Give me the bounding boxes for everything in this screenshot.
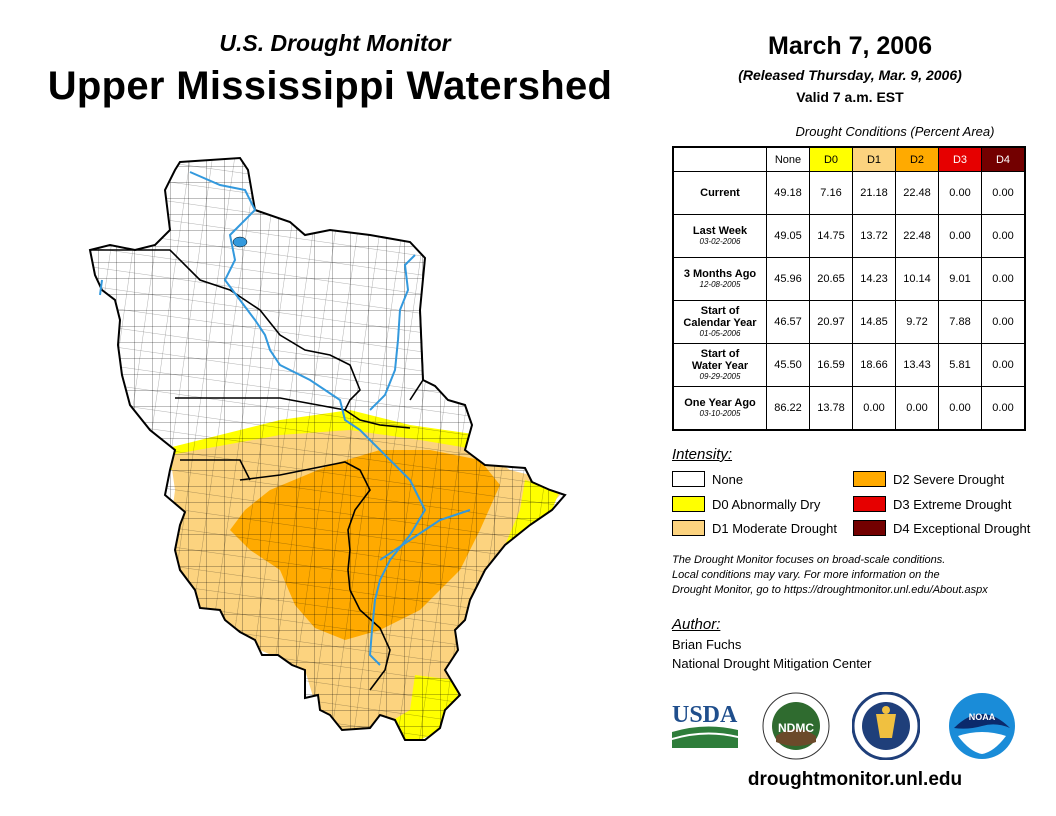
table-row: Start of Water Year 09-29-2005 45.50 16.59… bbox=[672, 343, 1026, 387]
legend-label: D4 Exceptional Drought bbox=[893, 520, 1031, 536]
row-label: Last Week 03-02-2006 bbox=[672, 214, 767, 258]
table-cell: 0.00 bbox=[938, 386, 982, 431]
svg-text:NDMC: NDMC bbox=[778, 721, 814, 735]
commerce-seal-logo bbox=[852, 692, 920, 760]
map-subtitle: U.S. Drought Monitor bbox=[219, 30, 451, 56]
table-cell: 86.22 bbox=[766, 386, 810, 431]
usda-logo: USDA bbox=[672, 702, 738, 748]
drought-conditions-table: None D0 D1 D2 D3 D4 Current 49.18 7.16 2… bbox=[672, 146, 1026, 431]
legend-item-d1: D1 Moderate Drought bbox=[672, 520, 837, 536]
legend-item-d0: D0 Abnormally Dry bbox=[672, 496, 820, 512]
map-date: March 7, 2006 bbox=[768, 32, 932, 60]
table-row: One Year Ago 03-10-2005 86.22 13.78 0.00 … bbox=[672, 386, 1026, 431]
table-corner bbox=[673, 147, 767, 172]
rivers bbox=[99, 171, 471, 666]
note-line: The Drought Monitor focuses on broad-sca… bbox=[672, 554, 946, 566]
note-link[interactable]: Drought Monitor, go to https://droughtmo… bbox=[672, 584, 988, 596]
col-d4: D4 bbox=[981, 146, 1026, 172]
legend-label: D0 Abnormally Dry bbox=[712, 496, 821, 512]
legend-item-none: None bbox=[672, 471, 743, 487]
table-cell: 9.72 bbox=[895, 300, 939, 344]
row-label: Start of Calendar Year 01-05-2006 bbox=[672, 300, 767, 344]
col-d2: D2 bbox=[895, 146, 939, 172]
table-cell: 14.85 bbox=[852, 300, 896, 344]
table-cell: 13.43 bbox=[895, 343, 939, 387]
table-row: 3 Months Ago 12-08-2005 45.96 20.65 14.23… bbox=[672, 257, 1026, 301]
table-cell: 20.97 bbox=[809, 300, 853, 344]
table-cell: 0.00 bbox=[895, 386, 939, 431]
author-org: National Drought Mitigation Center bbox=[672, 656, 872, 671]
table-cell: 0.00 bbox=[981, 300, 1026, 344]
table-cell: 22.48 bbox=[895, 171, 939, 215]
table-cell: 7.16 bbox=[809, 171, 853, 215]
author-name: Brian Fuchs bbox=[672, 637, 742, 652]
table-cell: 0.00 bbox=[981, 343, 1026, 387]
noaa-logo: NOAA bbox=[949, 693, 1015, 759]
table-cell: 14.23 bbox=[852, 257, 896, 301]
map-title: Upper Mississippi Watershed bbox=[47, 64, 613, 108]
legend-swatch bbox=[853, 496, 886, 512]
legend-label: None bbox=[712, 471, 744, 487]
table-cell: 13.72 bbox=[852, 214, 896, 258]
table-cell: 22.48 bbox=[895, 214, 939, 258]
legend-item-d2: D2 Severe Drought bbox=[853, 471, 1004, 487]
table-cell: 45.50 bbox=[766, 343, 810, 387]
legend-label: D3 Extreme Drought bbox=[893, 496, 1012, 512]
ndmc-logo: NDMC bbox=[762, 692, 830, 760]
legend-swatch bbox=[853, 520, 886, 536]
table-cell: 20.65 bbox=[809, 257, 853, 301]
table-cell: 0.00 bbox=[938, 214, 982, 258]
lake bbox=[232, 236, 248, 248]
table-cell: 13.78 bbox=[809, 386, 853, 431]
table-cell: 16.59 bbox=[809, 343, 853, 387]
table-cell: 9.01 bbox=[938, 257, 982, 301]
table-row: Current 49.18 7.16 21.18 22.48 0.00 0.00 bbox=[672, 171, 1026, 215]
legend-swatch bbox=[672, 496, 705, 512]
legend-item-d3: D3 Extreme Drought bbox=[853, 496, 1012, 512]
table-cell: 5.81 bbox=[938, 343, 982, 387]
table-cell: 0.00 bbox=[852, 386, 896, 431]
disclaimer-note: The Drought Monitor focuses on broad-sca… bbox=[672, 553, 1042, 598]
table-cell: 0.00 bbox=[981, 214, 1026, 258]
watershed-map bbox=[88, 156, 567, 741]
svg-text:USDA: USDA bbox=[672, 702, 738, 728]
table-cell: 0.00 bbox=[938, 171, 982, 215]
table-cell: 0.00 bbox=[981, 386, 1026, 431]
table-row: Start of Calendar Year 01-05-2006 46.57 20… bbox=[672, 300, 1026, 344]
table-cell: 49.05 bbox=[766, 214, 810, 258]
table-cell: 0.00 bbox=[981, 257, 1026, 301]
col-d3: D3 bbox=[938, 146, 982, 172]
row-label: 3 Months Ago 12-08-2005 bbox=[672, 257, 767, 301]
legend-label: D2 Severe Drought bbox=[893, 471, 1005, 487]
legend-title: Intensity: bbox=[672, 446, 733, 463]
row-label: Current bbox=[672, 171, 767, 215]
table-cell: 7.88 bbox=[938, 300, 982, 344]
table-cell: 21.18 bbox=[852, 171, 896, 215]
legend-item-d4: D4 Exceptional Drought bbox=[853, 520, 1030, 536]
legend-label: D1 Moderate Drought bbox=[712, 520, 838, 536]
row-label: One Year Ago 03-10-2005 bbox=[672, 386, 767, 431]
legend-swatch bbox=[672, 520, 705, 536]
legend-swatch bbox=[853, 471, 886, 487]
table-cell: 49.18 bbox=[766, 171, 810, 215]
table-cell: 0.00 bbox=[981, 171, 1026, 215]
svg-text:NOAA: NOAA bbox=[969, 712, 996, 722]
author-title: Author: bbox=[672, 616, 721, 633]
table-cell: 45.96 bbox=[766, 257, 810, 301]
col-d0: D0 bbox=[809, 146, 853, 172]
row-label: Start of Water Year 09-29-2005 bbox=[672, 343, 767, 387]
release-date: (Released Thursday, Mar. 9, 2006) bbox=[738, 67, 962, 83]
table-cell: 10.14 bbox=[895, 257, 939, 301]
table-cell: 18.66 bbox=[852, 343, 896, 387]
website-link[interactable]: droughtmonitor.unl.edu bbox=[747, 769, 963, 790]
col-none: None bbox=[766, 146, 810, 172]
col-d1: D1 bbox=[852, 146, 896, 172]
table-row: Last Week 03-02-2006 49.05 14.75 13.72 22… bbox=[672, 214, 1026, 258]
note-line: Local conditions may vary. For more info… bbox=[672, 569, 940, 581]
table-cell: 14.75 bbox=[809, 214, 853, 258]
legend-swatch bbox=[672, 471, 705, 487]
table-cell: 46.57 bbox=[766, 300, 810, 344]
table-caption: Drought Conditions (Percent Area) bbox=[795, 124, 995, 139]
valid-time: Valid 7 a.m. EST bbox=[796, 89, 904, 105]
